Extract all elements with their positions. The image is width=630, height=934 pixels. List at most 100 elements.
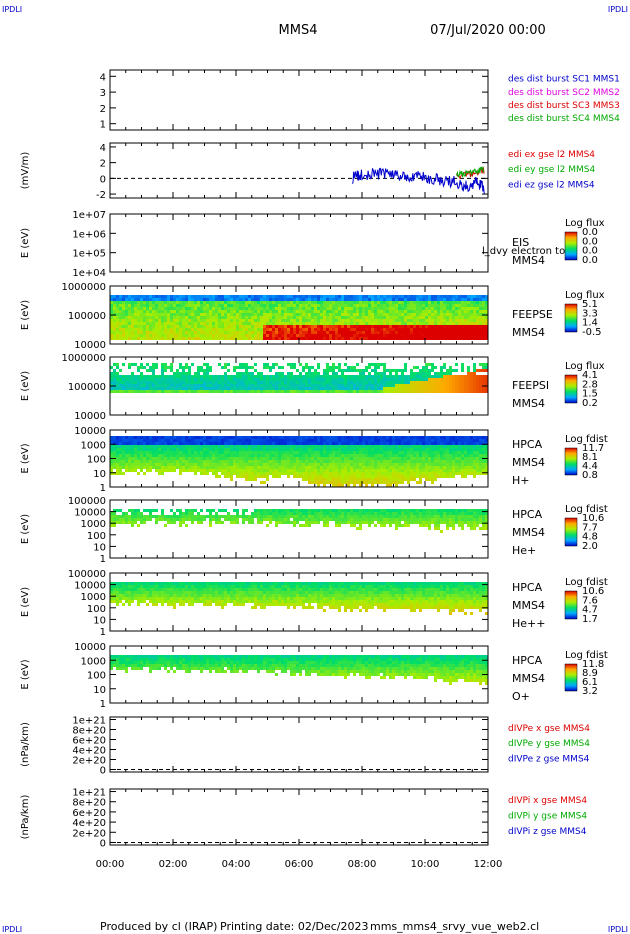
- heatmap-cell: [203, 375, 206, 378]
- heatmap-cell: [299, 328, 302, 331]
- heatmap-cell: [284, 313, 287, 316]
- heatmap-cell: [185, 331, 188, 334]
- heatmap-cell: [362, 466, 365, 469]
- heatmap-cell: [410, 369, 413, 372]
- heatmap-cell: [389, 439, 392, 442]
- heatmap-cell: [263, 313, 266, 316]
- heatmap-cell: [221, 301, 224, 304]
- heatmap-cell: [188, 337, 191, 340]
- heatmap-cell: [461, 331, 464, 334]
- heatmap-cell: [431, 384, 434, 387]
- heatmap-cell: [308, 322, 311, 325]
- heatmap-cell: [314, 390, 317, 393]
- heatmap-cell: [317, 378, 320, 381]
- heatmap-cell: [137, 301, 140, 304]
- heatmap-cell: [371, 484, 374, 487]
- heatmap-cell: [479, 378, 482, 381]
- heatmap-cell: [308, 375, 311, 378]
- heatmap-cell: [473, 337, 476, 340]
- heatmap-cell: [182, 366, 185, 369]
- heatmap-cell: [185, 334, 188, 337]
- heatmap-cell: [371, 322, 374, 325]
- heatmap-cell: [218, 387, 221, 390]
- heatmap-cell: [128, 381, 131, 384]
- heatmap-cell: [428, 369, 431, 372]
- heatmap-cell: [185, 304, 188, 307]
- heatmap-cell: [332, 366, 335, 369]
- heatmap-cell: [365, 478, 368, 481]
- heatmap-cell: [272, 319, 275, 322]
- heatmap-cell: [167, 381, 170, 384]
- heatmap-cell: [389, 451, 392, 454]
- heatmap-cell: [260, 298, 263, 301]
- heatmap-cell: [275, 301, 278, 304]
- heatmap-cell: [419, 481, 422, 484]
- heatmap-cell: [419, 295, 422, 298]
- heatmap-cell: [302, 384, 305, 387]
- heatmap-cell: [272, 375, 275, 378]
- heatmap-cell: [296, 445, 299, 448]
- heatmap-cell: [173, 331, 176, 334]
- heatmap-cell: [413, 384, 416, 387]
- heatmap-cell: [437, 475, 440, 478]
- heatmap-cell: [344, 390, 347, 393]
- heatmap-cell: [209, 310, 212, 313]
- heatmap-cell: [374, 475, 377, 478]
- heatmap-cell: [359, 466, 362, 469]
- heatmap-cell: [251, 466, 254, 469]
- heatmap-cell: [482, 366, 485, 369]
- heatmap-cell: [380, 390, 383, 393]
- heatmap-cell: [410, 375, 413, 378]
- heatmap-cell: [284, 445, 287, 448]
- heatmap-cell: [203, 337, 206, 340]
- heatmap-cell: [254, 451, 257, 454]
- heatmap-cell: [239, 316, 242, 319]
- heatmap-cell: [464, 454, 467, 457]
- heatmap-cell: [239, 295, 242, 298]
- heatmap-cell: [323, 454, 326, 457]
- heatmap-cell: [203, 301, 206, 304]
- heatmap-cell: [251, 319, 254, 322]
- heatmap-cell: [155, 366, 158, 369]
- heatmap-cell: [398, 378, 401, 381]
- heatmap-cell: [290, 469, 293, 472]
- heatmap-cell: [149, 319, 152, 322]
- heatmap-cell: [449, 310, 452, 313]
- heatmap-cell: [356, 378, 359, 381]
- heatmap-cell: [281, 442, 284, 445]
- heatmap-cell: [413, 366, 416, 369]
- heatmap-cell: [137, 307, 140, 310]
- heatmap-cell: [389, 436, 392, 439]
- heatmap-cell: [473, 390, 476, 393]
- heatmap-cell: [476, 325, 479, 328]
- heatmap-cell: [236, 469, 239, 472]
- heatmap-cell: [149, 463, 152, 466]
- heatmap-cell: [440, 460, 443, 463]
- heatmap-cell: [236, 295, 239, 298]
- heatmap-cell: [326, 439, 329, 442]
- heatmap-cell: [320, 478, 323, 481]
- heatmap-cell: [452, 442, 455, 445]
- heatmap-cell: [344, 307, 347, 310]
- heatmap-cell: [374, 439, 377, 442]
- heatmap-cell: [197, 448, 200, 451]
- heatmap-cell: [137, 322, 140, 325]
- heatmap-cell: [431, 375, 434, 378]
- heatmap-cell: [341, 304, 344, 307]
- heatmap-cell: [302, 295, 305, 298]
- heatmap-cell: [485, 310, 488, 313]
- heatmap-cell: [362, 331, 365, 334]
- heatmap-cell: [311, 307, 314, 310]
- heatmap-cell: [284, 463, 287, 466]
- heatmap-cell: [224, 472, 227, 475]
- heatmap-cell: [176, 384, 179, 387]
- heatmap-cell: [170, 328, 173, 331]
- heatmap-cell: [431, 457, 434, 460]
- heatmap-cell: [470, 439, 473, 442]
- heatmap-cell: [272, 322, 275, 325]
- heatmap-cell: [242, 313, 245, 316]
- heatmap-cell: [260, 375, 263, 378]
- heatmap-cell: [224, 304, 227, 307]
- heatmap-cell: [377, 466, 380, 469]
